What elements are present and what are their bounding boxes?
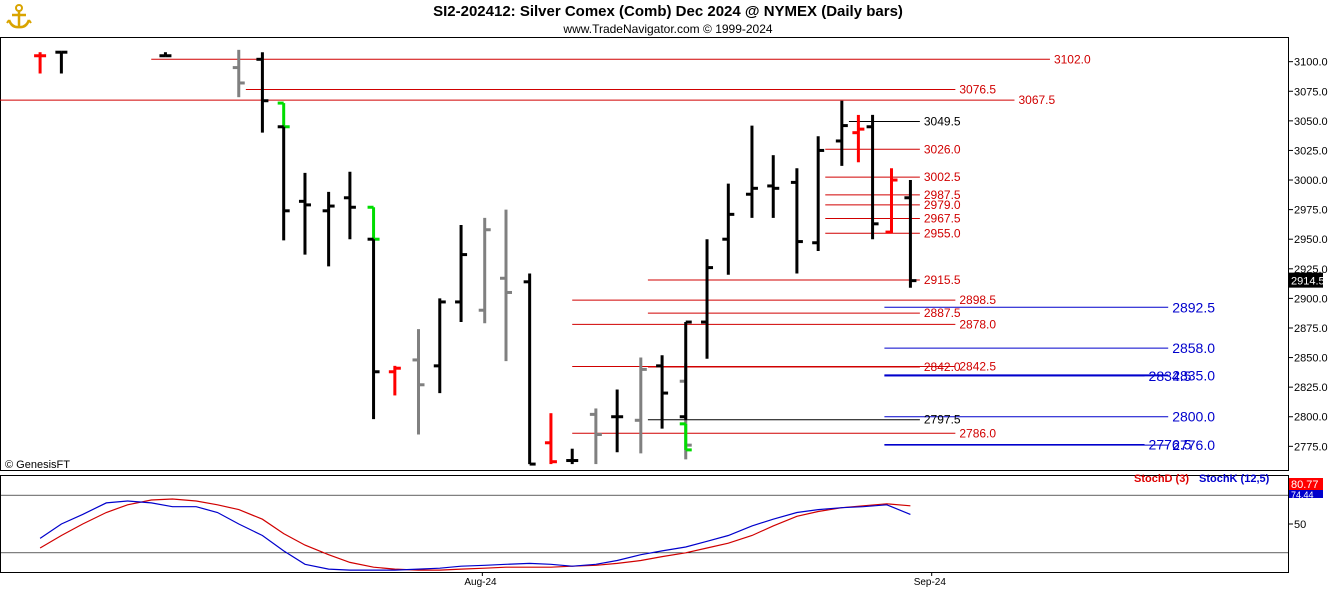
level-label: 3049.5 <box>924 114 961 128</box>
price-plot-area <box>0 49 1169 466</box>
level-label: 2842.5 <box>959 359 996 373</box>
price-axis-tick-label: 3025.0 <box>1294 145 1328 157</box>
x-axis-tick-label: Aug-24 <box>464 577 497 588</box>
price-axis-tick-label: 2875.0 <box>1294 323 1328 335</box>
stoch-d-legend: StochD (3) <box>1134 473 1189 485</box>
level-label: 3067.5 <box>1018 93 1055 107</box>
price-axis-tick-label: 3050.0 <box>1294 116 1328 128</box>
x-axis-tick-label: Sep-24 <box>914 577 947 588</box>
level-label: 2776.5 <box>1149 437 1192 453</box>
level-label: 2878.0 <box>959 317 996 331</box>
price-axis-tick-label: 3100.0 <box>1294 57 1328 69</box>
level-label: 2898.5 <box>959 293 996 307</box>
stoch-k-readout: 74.44 <box>1291 490 1314 500</box>
stoch-axis-tick-label: 50 <box>1294 519 1306 531</box>
level-label: 2979.0 <box>924 198 961 212</box>
stoch-k-readout-box <box>1289 490 1323 498</box>
level-label: 2835.0 <box>1172 367 1215 383</box>
level-label: 2800.0 <box>1172 409 1215 425</box>
level-label: 2987.5 <box>924 188 961 202</box>
price-axis-tick-label: 2850.0 <box>1294 353 1328 365</box>
price-axis-tick-label: 2825.0 <box>1294 382 1328 394</box>
level-label: 2892.5 <box>1172 299 1215 315</box>
stoch-pane-frame <box>0 475 1289 573</box>
price-pane-frame <box>0 37 1289 471</box>
stoch-d-readout: 80.77 <box>1291 479 1319 491</box>
stoch-k-line <box>39 500 911 571</box>
price-axis-tick-label: 2900.0 <box>1294 293 1328 305</box>
level-label: 2797.5 <box>924 413 961 427</box>
level-label: 2834.5 <box>1149 368 1192 384</box>
chart-title: SI2-202412: Silver Comex (Comb) Dec 2024… <box>433 3 903 20</box>
price-axis-tick-label: 2800.0 <box>1294 412 1328 424</box>
level-label: 2776.0 <box>1172 437 1215 453</box>
level-label: 2842.0 <box>924 360 961 374</box>
stoch-k-legend: StochK (12,5) <box>1199 473 1270 485</box>
level-label: 3026.0 <box>924 142 961 156</box>
stoch-d-readout-box <box>1289 478 1323 490</box>
last-price-box <box>1289 272 1323 288</box>
anchor-logo-icon <box>4 2 34 32</box>
level-label: 3002.5 <box>924 170 961 184</box>
price-axis-tick-label: 3075.0 <box>1294 86 1328 98</box>
level-label: 2967.5 <box>924 211 961 225</box>
level-label: 2858.0 <box>1172 340 1215 356</box>
price-axis-tick-label: 2775.0 <box>1294 441 1328 453</box>
level-label: 2786.0 <box>959 426 996 440</box>
price-axis-tick-label: 2975.0 <box>1294 205 1328 217</box>
stoch-d-line <box>39 498 911 571</box>
stoch-plot-area <box>39 498 911 571</box>
level-label: 2955.0 <box>924 226 961 240</box>
price-axis-tick-label: 3000.0 <box>1294 175 1328 187</box>
level-label: 3076.5 <box>959 82 996 96</box>
price-axis-tick-label: 2950.0 <box>1294 234 1328 246</box>
level-label: 2915.5 <box>924 273 961 287</box>
copyright-label: © GenesisFT <box>5 459 70 471</box>
level-label: 2887.5 <box>924 306 961 320</box>
chart-subtitle: www.TradeNavigator.com © 1999-2024 <box>563 22 773 36</box>
level-label: 3102.0 <box>1054 52 1091 66</box>
last-price-label: 2914.5 <box>1291 276 1325 288</box>
